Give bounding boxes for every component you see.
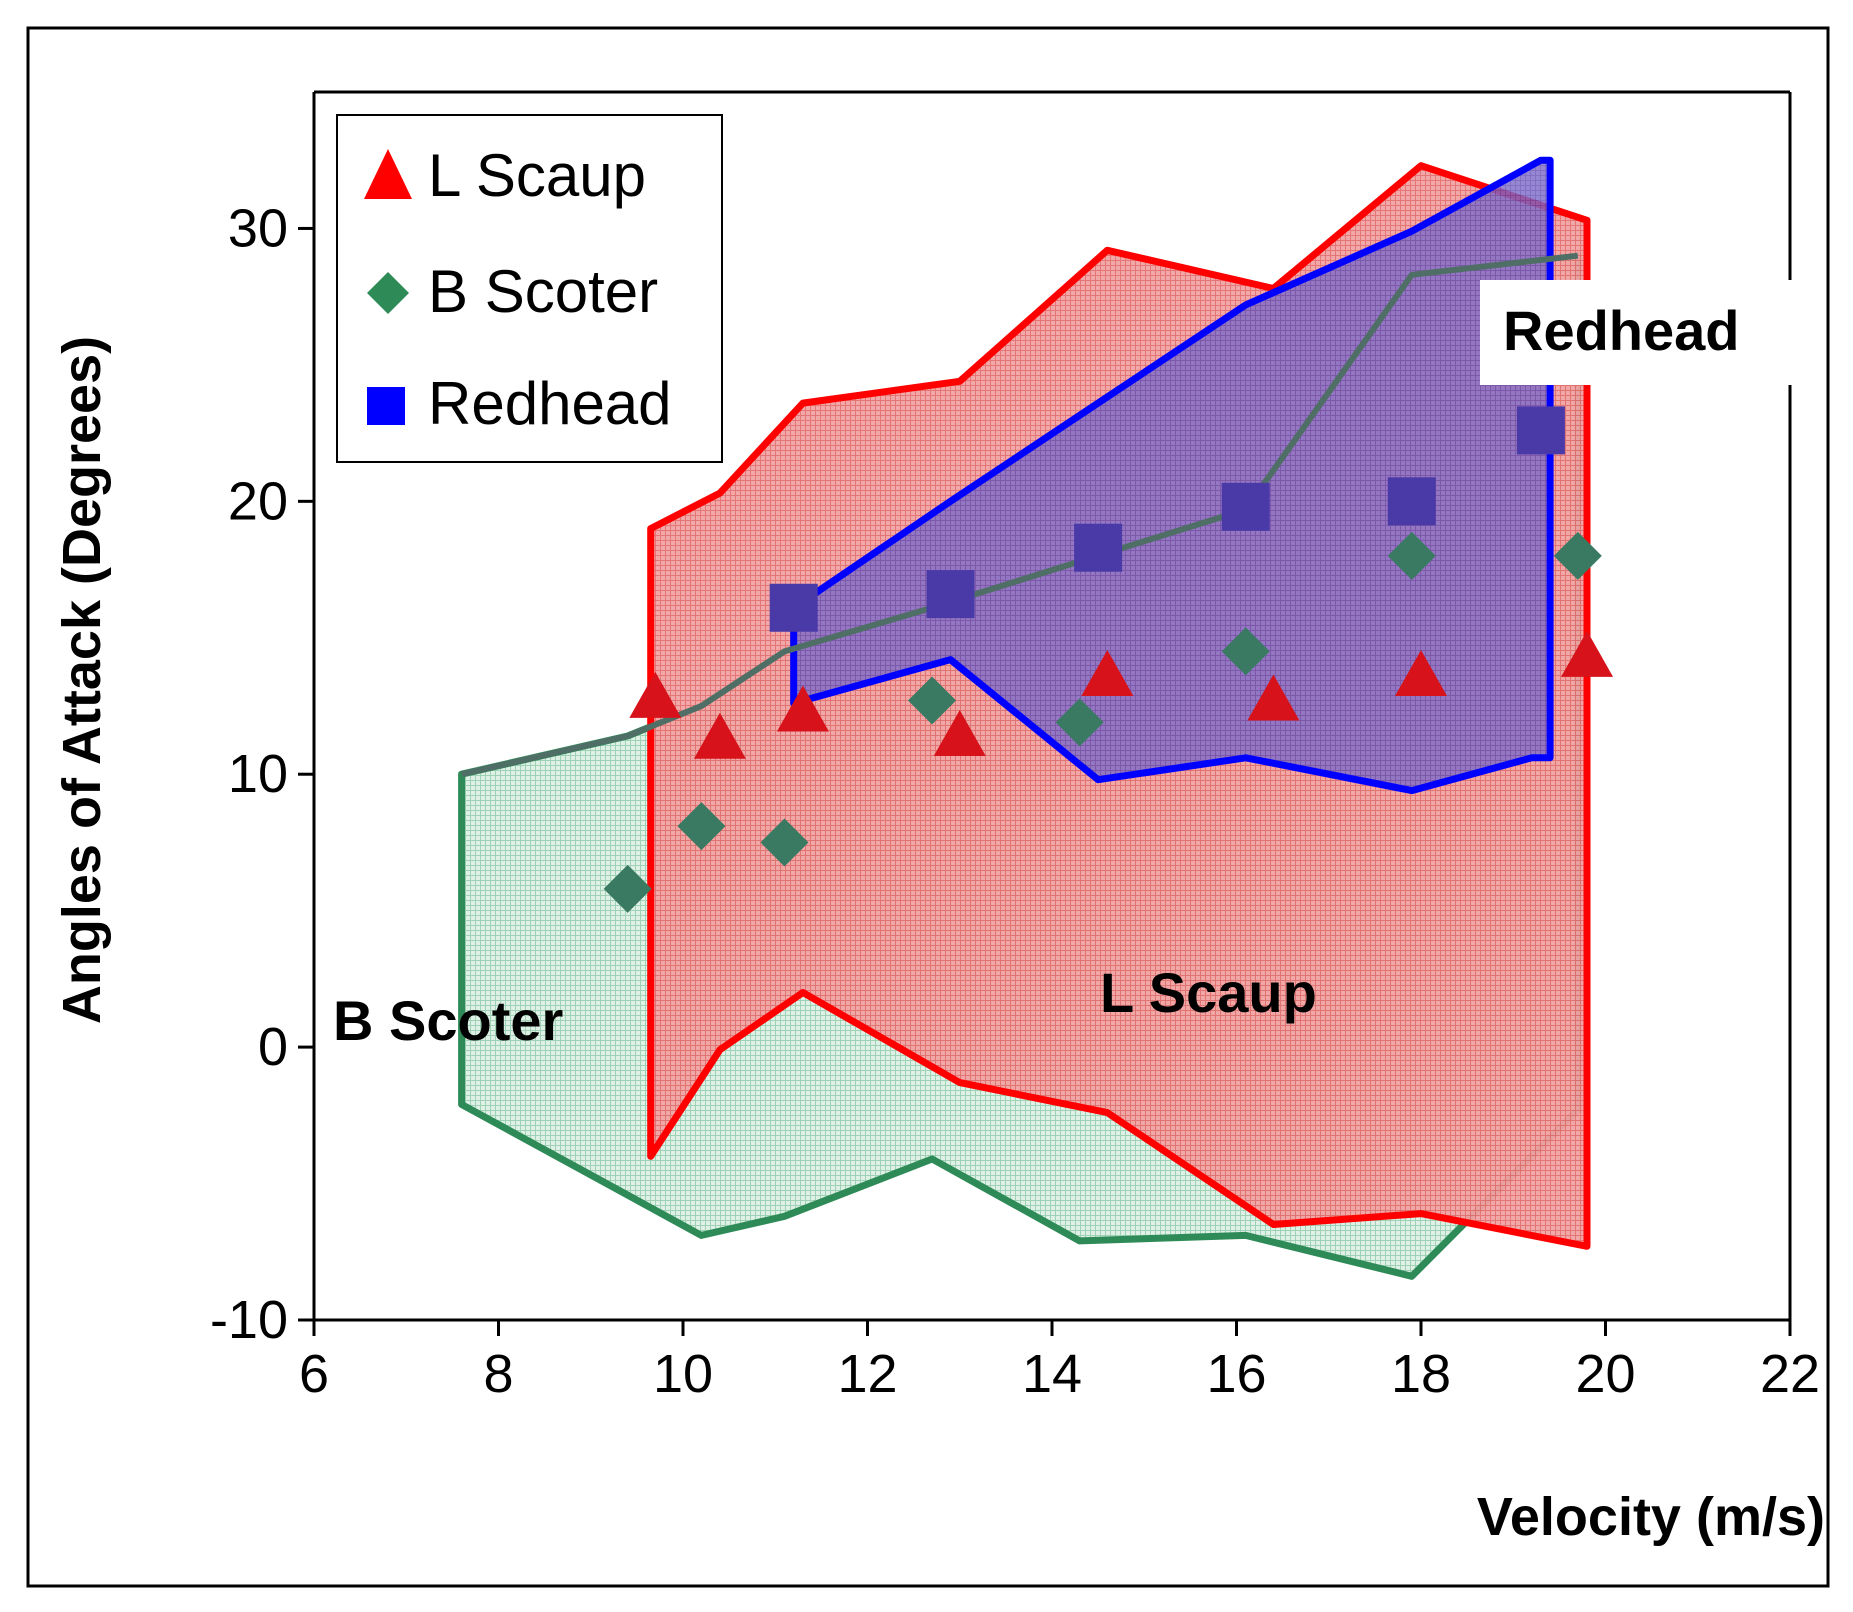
l-scaup-point-3 [776,685,829,732]
x-tick-label-20: 20 [1575,1344,1635,1404]
b-scoter-point-1 [603,864,652,913]
y-tick-label-10: 10 [228,744,288,804]
region-label-b-scoter: B Scoter [333,989,563,1052]
b-scoter-point-3 [760,818,809,867]
x-tick-label-10: 10 [653,1344,713,1404]
redhead-point-3 [1074,523,1123,572]
legend: L Scaup B Scoter Redhead [336,114,723,463]
legend-diamond-icon [367,272,409,314]
redhead-point-5 [1387,477,1436,526]
redhead-point-6 [1516,406,1565,455]
y-tick-label-20: 20 [228,471,288,531]
x-tick-label-16: 16 [1206,1344,1266,1404]
y-tick-label-30: 30 [228,198,288,258]
redhead-point-4 [1221,482,1270,531]
axes: -10 0 10 20 30 6 8 10 12 14 16 18 20 22 [210,90,1820,1404]
x-tick-label-18: 18 [1391,1344,1451,1404]
l-scaup-point-8 [1561,630,1614,677]
b-scoter-point-6 [1221,627,1270,676]
l-scaup-point-6 [1247,674,1300,721]
y-axis-title: Angles of Attack (Degrees) [52,336,112,1024]
legend-label-b-scoter: B Scoter [428,258,658,325]
b-scoter-point-8 [1553,531,1602,580]
x-tick-label-6: 6 [299,1344,329,1404]
region-redhead [790,156,1554,795]
legend-triangle-icon [364,149,412,199]
y-tick-label--10: -10 [210,1290,288,1350]
l-scaup-point-5 [1081,649,1134,696]
x-tick-label-12: 12 [837,1344,897,1404]
legend-label-redhead: Redhead [428,370,672,437]
x-tick-label-14: 14 [1022,1344,1082,1404]
l-scaup-point-7 [1395,649,1447,696]
l-scaup-point-4 [933,710,986,757]
legend-label-l-scaup: L Scaup [428,142,646,209]
x-axis-title: Velocity (m/s) [1477,1487,1825,1547]
b-scoter-point-5 [1055,698,1104,747]
region-label-redhead: Redhead [1503,299,1740,362]
region-label-l-scaup: L Scaup [1100,961,1317,1024]
x-tick-label-22: 22 [1760,1344,1820,1404]
l-scaup-point-2 [693,712,746,759]
redhead-point-2 [926,570,975,619]
markers [603,406,1614,913]
legend-square-icon [367,387,405,425]
y-tick-label-0: 0 [258,1017,288,1077]
b-scoter-point-7 [1387,531,1436,580]
redhead-point-1 [769,583,818,632]
x-tick-label-8: 8 [483,1344,513,1404]
regions [458,156,1591,1280]
redhead-label-background [1480,280,1825,385]
l-scaup-point-1 [629,671,682,718]
b-scoter-point-2 [677,802,726,851]
b-scoter-point-4 [908,676,957,725]
